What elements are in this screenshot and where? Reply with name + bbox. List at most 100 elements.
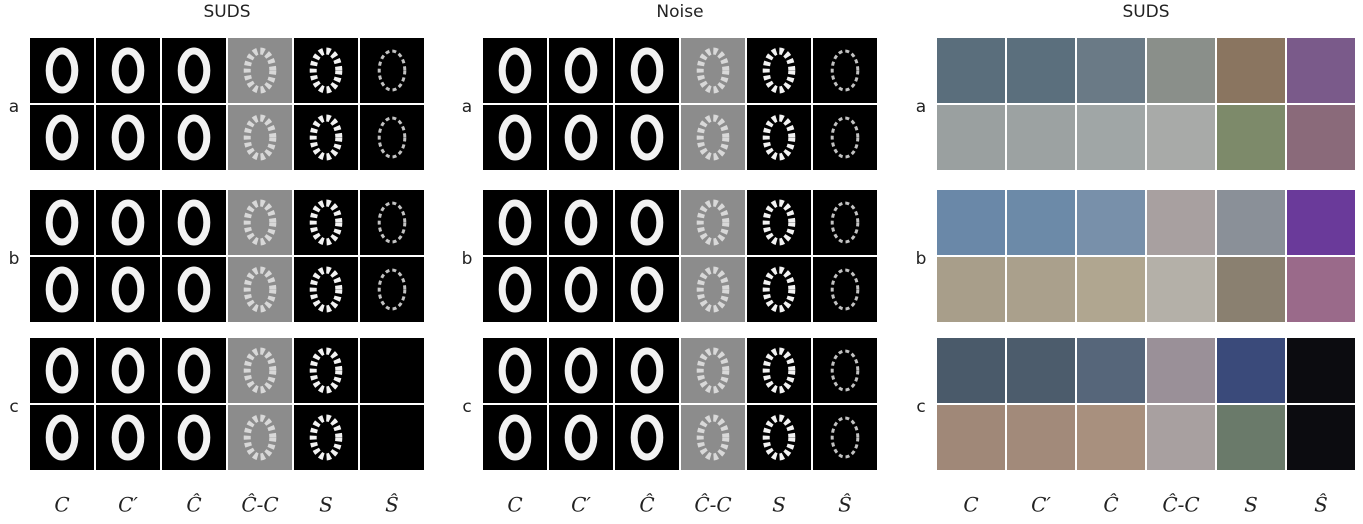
- image-tile: [747, 38, 811, 103]
- image-tile: [681, 105, 745, 170]
- digit-stroke: [830, 349, 860, 392]
- digit-stroke: [111, 199, 145, 246]
- digit-stroke: [498, 347, 532, 394]
- column-label: C: [54, 493, 69, 517]
- digit-stroke: [111, 114, 145, 161]
- row-label: a: [462, 97, 472, 117]
- digit-stroke: [45, 347, 79, 394]
- image-tile: [228, 405, 292, 470]
- digit-stroke: [630, 347, 664, 394]
- image-tile: [1007, 257, 1075, 322]
- digit-stroke: [696, 199, 730, 246]
- column-label: Ĉ-C: [1162, 492, 1199, 517]
- image-tile: [813, 405, 877, 470]
- row-label: c: [916, 397, 925, 417]
- row-label: b: [916, 249, 927, 269]
- image-tile: [1007, 190, 1075, 255]
- digit-stroke: [45, 47, 79, 94]
- digit-stroke: [564, 266, 598, 313]
- image-tile: [813, 190, 877, 255]
- image-tile: [1007, 405, 1075, 470]
- digit-stroke: [243, 199, 277, 246]
- digit-stroke: [564, 199, 598, 246]
- digit-stroke: [243, 47, 277, 94]
- column-label: C′: [1031, 493, 1051, 517]
- image-tile: [1007, 38, 1075, 103]
- image-tile: [937, 190, 1005, 255]
- digit-stroke: [564, 47, 598, 94]
- digit-stroke: [498, 266, 532, 313]
- image-tile: [360, 338, 424, 403]
- image-tile: [228, 257, 292, 322]
- image-tile: [1287, 257, 1355, 322]
- digit-stroke: [630, 114, 664, 161]
- column-label: C: [963, 493, 978, 517]
- digit-stroke: [762, 114, 796, 161]
- image-tile: [294, 405, 358, 470]
- digit-stroke: [696, 414, 730, 461]
- image-tile: [937, 338, 1005, 403]
- image-tile: [228, 338, 292, 403]
- digit-stroke: [177, 414, 211, 461]
- column-label: C′: [571, 493, 591, 517]
- digit-stroke: [696, 266, 730, 313]
- image-tile: [1287, 405, 1355, 470]
- digit-stroke: [564, 347, 598, 394]
- digit-stroke: [309, 266, 343, 313]
- panel-title: SUDS: [1122, 2, 1169, 22]
- image-tile: [681, 190, 745, 255]
- column-label: Ĉ: [639, 492, 654, 517]
- image-tile: [1217, 257, 1285, 322]
- image-tile: [1287, 338, 1355, 403]
- image-tile: [813, 38, 877, 103]
- digit-stroke: [498, 47, 532, 94]
- digit-stroke: [309, 114, 343, 161]
- digit-stroke: [45, 266, 79, 313]
- image-tile: [360, 190, 424, 255]
- image-tile: [1077, 338, 1145, 403]
- image-tile: [294, 338, 358, 403]
- image-tile: [813, 338, 877, 403]
- digit-stroke: [630, 414, 664, 461]
- image-tile: [937, 105, 1005, 170]
- digit-stroke: [111, 266, 145, 313]
- image-tile: [1217, 405, 1285, 470]
- image-tile: [681, 38, 745, 103]
- column-label: Ĉ-C: [241, 492, 278, 517]
- column-label: Ĉ-C: [694, 492, 731, 517]
- image-tile: [937, 405, 1005, 470]
- digit-stroke: [111, 347, 145, 394]
- image-tile: [1077, 105, 1145, 170]
- image-tile: [1077, 405, 1145, 470]
- digit-stroke: [696, 47, 730, 94]
- column-label: Ĉ: [186, 492, 201, 517]
- column-label: S: [1244, 493, 1258, 517]
- digit-stroke: [762, 414, 796, 461]
- image-tile: [681, 338, 745, 403]
- digit-stroke: [498, 114, 532, 161]
- digit-stroke: [762, 47, 796, 94]
- image-tile: [1147, 38, 1215, 103]
- image-tile: [1217, 105, 1285, 170]
- column-label: Ŝ: [385, 492, 399, 517]
- row-label: a: [916, 97, 926, 117]
- image-tile: [747, 257, 811, 322]
- digit-stroke: [45, 114, 79, 161]
- digit-stroke: [564, 414, 598, 461]
- digit-stroke: [564, 114, 598, 161]
- digit-stroke: [630, 266, 664, 313]
- digit-stroke: [177, 47, 211, 94]
- row-label: b: [462, 249, 473, 269]
- image-tile: [1077, 38, 1145, 103]
- panel-title: Noise: [656, 2, 703, 22]
- digit-stroke: [309, 199, 343, 246]
- digit-stroke: [377, 49, 407, 92]
- digit-stroke: [243, 114, 277, 161]
- image-tile: [1077, 190, 1145, 255]
- digit-stroke: [498, 414, 532, 461]
- digit-stroke: [309, 347, 343, 394]
- digit-stroke: [377, 201, 407, 244]
- digit-stroke: [177, 114, 211, 161]
- digit-stroke: [498, 199, 532, 246]
- row-label: b: [9, 249, 20, 269]
